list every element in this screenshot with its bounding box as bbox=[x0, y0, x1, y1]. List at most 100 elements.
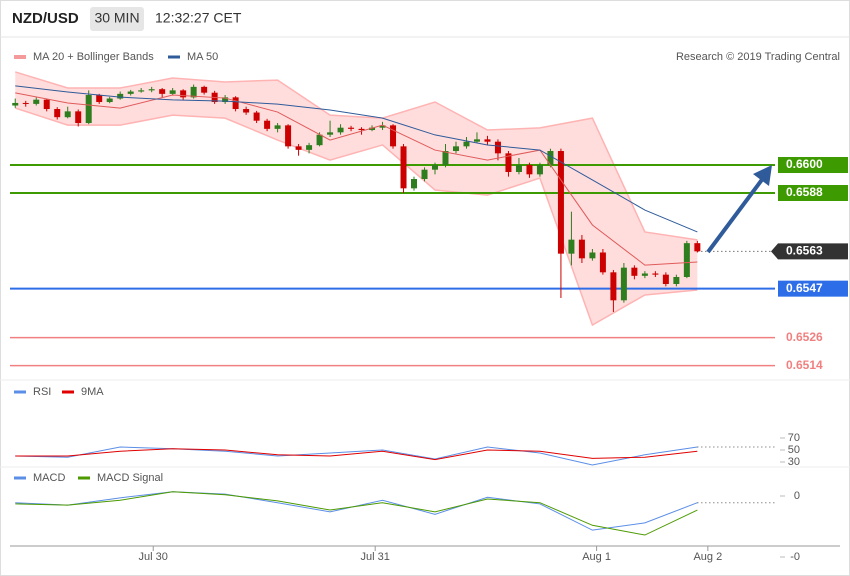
x-tick-label: Aug 1 bbox=[582, 551, 611, 563]
candle-body bbox=[180, 90, 187, 98]
indicator-line bbox=[15, 491, 698, 536]
candle-body bbox=[348, 127, 355, 129]
candle-body bbox=[201, 86, 208, 93]
x-tick-label: Jul 31 bbox=[361, 551, 390, 563]
level-label: 0.6600 bbox=[786, 157, 823, 171]
candle-body bbox=[327, 132, 334, 135]
candle-body bbox=[547, 151, 554, 166]
candle-body bbox=[285, 125, 292, 147]
level-box bbox=[778, 157, 848, 174]
candle-body bbox=[557, 151, 564, 254]
candle-body bbox=[536, 165, 543, 175]
level-label: 0.6514 bbox=[786, 358, 823, 372]
candle-body bbox=[662, 274, 669, 284]
candle-body bbox=[379, 125, 386, 128]
candle-body bbox=[599, 252, 606, 273]
interval-box bbox=[90, 7, 144, 31]
legend-label: MA 20 + Bollinger Bands bbox=[33, 51, 154, 63]
indicator-line bbox=[15, 448, 698, 461]
bollinger-lower bbox=[15, 107, 698, 327]
legend-label: MACD bbox=[33, 472, 65, 484]
candle-body bbox=[295, 146, 302, 150]
legend-label: MACD Signal bbox=[97, 472, 163, 484]
time: 12:32:27 CET bbox=[155, 10, 242, 26]
candle-body bbox=[484, 139, 491, 142]
credit: Research © 2019 Trading Central bbox=[676, 51, 840, 63]
bollinger-band bbox=[15, 71, 698, 326]
candle-body bbox=[222, 97, 229, 103]
candle-body bbox=[127, 91, 134, 94]
candle-body bbox=[75, 111, 82, 124]
indicator-line bbox=[15, 446, 698, 466]
legend-label: MA 50 bbox=[187, 51, 218, 63]
arrow-head bbox=[753, 165, 772, 186]
arrow bbox=[706, 175, 766, 254]
candle-body bbox=[138, 90, 145, 92]
candle-body bbox=[400, 146, 407, 189]
candle-body bbox=[306, 145, 313, 150]
legend-label: 9MA bbox=[81, 386, 104, 398]
candle-body bbox=[169, 90, 176, 94]
y-tick-label: 50 bbox=[788, 444, 800, 456]
candle-body bbox=[148, 89, 155, 91]
candle-body bbox=[390, 125, 397, 147]
plot: Jul 30 Jul 31 Aug 1 Aug 2 0.6600 0.6588 0.6547… bbox=[10, 71, 848, 563]
candle-body bbox=[421, 169, 428, 180]
candle-body bbox=[253, 112, 260, 121]
candle-body bbox=[43, 99, 50, 110]
level-label: 0.6547 bbox=[786, 281, 823, 295]
candle-body bbox=[432, 165, 438, 170]
candle-body bbox=[652, 273, 659, 275]
candle-body bbox=[641, 273, 648, 276]
candle-body bbox=[96, 95, 103, 103]
candle-body bbox=[243, 109, 250, 113]
candle-body bbox=[463, 141, 470, 147]
candle-body bbox=[589, 252, 596, 259]
candle-body bbox=[610, 272, 617, 301]
candle-body bbox=[526, 165, 533, 175]
interval: 30 MIN bbox=[94, 10, 139, 26]
candle-body bbox=[694, 243, 701, 252]
y-tick-label: 0 bbox=[794, 490, 800, 502]
legend-label: RSI bbox=[33, 386, 51, 398]
candle-body bbox=[33, 99, 40, 104]
candle-body bbox=[369, 127, 376, 131]
candle-body bbox=[22, 102, 29, 104]
candle-body bbox=[64, 111, 71, 118]
bollinger-upper bbox=[15, 71, 698, 241]
y-tick-label: 30 bbox=[788, 456, 800, 468]
candle-body bbox=[411, 179, 418, 189]
level-box bbox=[778, 185, 848, 202]
candle-body bbox=[683, 243, 690, 277]
candle-body bbox=[620, 267, 627, 301]
candle-body bbox=[473, 139, 480, 142]
candle-body bbox=[578, 239, 585, 259]
candle-body bbox=[264, 120, 271, 129]
candle-body bbox=[159, 89, 166, 94]
candle-body bbox=[274, 125, 281, 129]
candle-body bbox=[337, 127, 344, 133]
candle-body bbox=[505, 153, 512, 173]
candle-body bbox=[316, 134, 323, 146]
candle-body bbox=[568, 239, 575, 254]
level-label: 0.6588 bbox=[786, 185, 823, 199]
y-tick-label: 70 bbox=[788, 432, 800, 444]
candle-body bbox=[190, 86, 197, 98]
last-label: 0.6563 bbox=[786, 243, 823, 257]
candle-body bbox=[673, 276, 680, 284]
x-tick-label: Jul 30 bbox=[139, 551, 168, 563]
candle-body bbox=[515, 165, 522, 173]
last-box bbox=[771, 243, 848, 260]
candle-body bbox=[631, 267, 638, 276]
candle-body bbox=[442, 151, 449, 166]
level-label: 0.6526 bbox=[786, 330, 823, 344]
candle-body bbox=[358, 128, 365, 131]
candle-body bbox=[494, 141, 501, 154]
candle-body bbox=[452, 146, 459, 152]
candle-body bbox=[54, 109, 61, 118]
pair: NZD/USD bbox=[12, 10, 79, 27]
y-tick-label: -0 bbox=[790, 551, 800, 563]
candle-body bbox=[85, 95, 92, 124]
ma-line bbox=[15, 92, 698, 266]
